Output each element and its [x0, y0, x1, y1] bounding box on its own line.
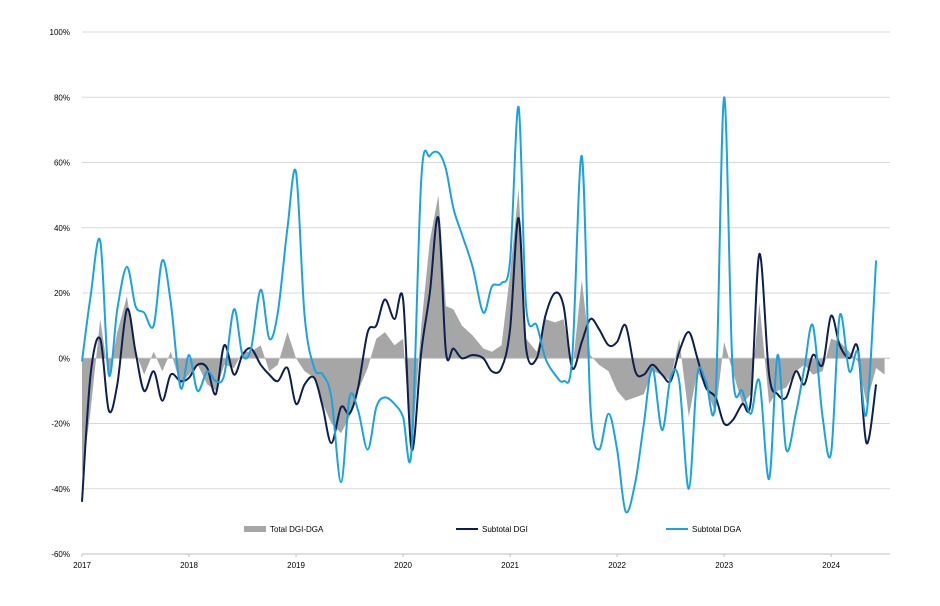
x-tick-label: 2017 — [73, 561, 91, 570]
legend-label-total-dgi-dga: Total DGI-DGA — [270, 525, 324, 534]
x-tick-label: 2019 — [287, 561, 305, 570]
series-line-subtotal-dga — [81, 96, 878, 514]
y-tick-label: 60% — [54, 159, 70, 168]
legend-label-subtotal-dgi: Subtotal DGI — [482, 525, 528, 534]
y-tick-label: 20% — [54, 289, 70, 298]
x-tick-label: 2023 — [715, 561, 733, 570]
x-tick-label: 2021 — [501, 561, 519, 570]
y-axis-ticks: -60% -40% -20% 0% 20% 40% 60% 80% 100% — [50, 28, 70, 559]
x-tick-label: 2020 — [394, 561, 412, 570]
y-tick-label: -20% — [51, 420, 70, 429]
legend-swatch-total-dgi-dga — [244, 526, 266, 532]
y-tick-label: 0% — [58, 354, 70, 363]
line-layer — [81, 96, 878, 514]
y-tick-label: 100% — [50, 28, 70, 37]
y-tick-label: 80% — [54, 93, 70, 102]
y-tick-label: 40% — [54, 224, 70, 233]
y-tick-label: -60% — [51, 550, 70, 559]
x-tick-label: 2018 — [180, 561, 198, 570]
legend: Total DGI-DGA Subtotal DGI Subtotal DGA — [244, 525, 742, 534]
gridlines — [82, 31, 890, 490]
x-tick-label: 2024 — [822, 561, 840, 570]
y-tick-label: -40% — [51, 485, 70, 494]
x-axis-ticks: 2017 2018 2019 2020 2021 2022 2023 2024 — [73, 554, 841, 570]
legend-label-subtotal-dga: Subtotal DGA — [692, 525, 742, 534]
x-tick-label: 2022 — [608, 561, 626, 570]
